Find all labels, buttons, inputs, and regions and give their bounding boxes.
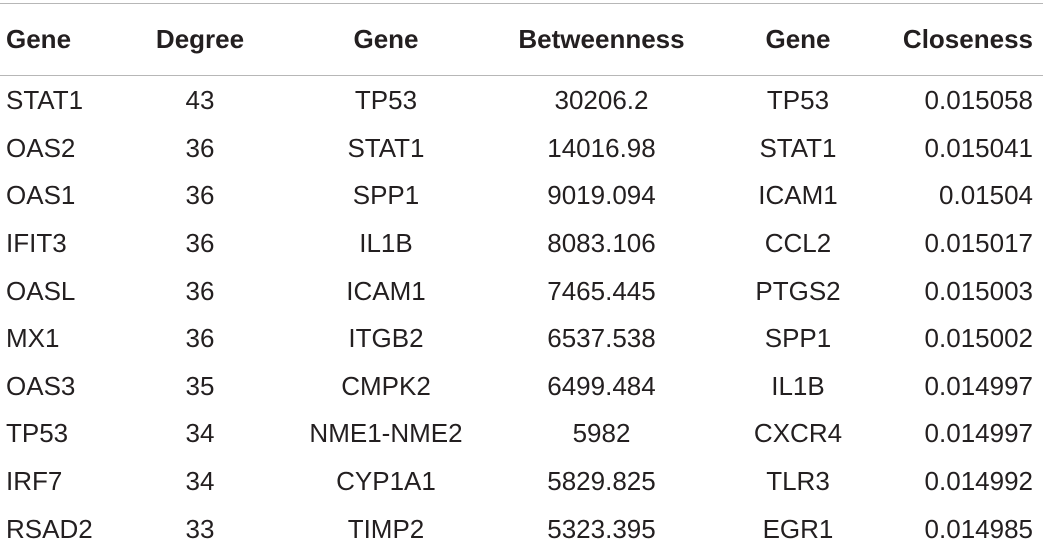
cell-betweenness: 6499.484 [547,370,656,401]
cell-gene-degree: STAT1 [6,85,84,116]
cell-degree: 34 [185,418,215,449]
cell-degree: 33 [185,513,215,544]
cell-gene-closeness: EGR1 [762,513,834,544]
cell-betweenness: 7465.445 [547,275,656,306]
cell-gene-betweenness: ITGB2 [348,323,424,354]
table-row: RSAD2 33 TIMP2 5323.395 EGR1 0.014985 [0,505,1043,553]
cell-degree: 43 [185,85,215,116]
cell-gene-degree: TP53 [6,418,69,449]
table-row: TP53 34 NME1-NME2 5982 CXCR4 0.014997 [0,410,1043,458]
cell-closeness: 0.015017 [924,228,1033,259]
cell-betweenness: 30206.2 [554,85,649,116]
cell-closeness: 0.015058 [924,85,1033,116]
cell-gene-degree: IFIT3 [6,228,67,259]
table-row: OAS1 36 SPP1 9019.094 ICAM1 0.01504 [0,172,1043,220]
cell-degree: 36 [185,323,215,354]
cell-gene-degree: OAS1 [6,180,76,211]
cell-gene-closeness: CCL2 [764,228,832,259]
cell-betweenness: 5829.825 [547,466,656,497]
cell-gene-degree: OAS2 [6,132,76,163]
table-row: IFIT3 36 IL1B 8083.106 CCL2 0.015017 [0,220,1043,268]
cell-gene-closeness: PTGS2 [755,275,841,306]
cell-closeness: 0.014997 [924,418,1033,449]
cell-gene-degree: IRF7 [6,466,63,497]
cell-closeness: 0.01504 [939,180,1033,211]
cell-degree: 36 [185,275,215,306]
table-top-rule [0,3,1043,4]
cell-gene-closeness: SPP1 [764,323,832,354]
header-gene-betweenness: Gene [353,24,419,54]
cell-betweenness: 6537.538 [547,323,656,354]
table-header: Gene Degree Gene Betweenness Gene Closen… [0,4,1043,75]
cell-closeness: 0.015003 [924,275,1033,306]
cell-gene-degree: MX1 [6,323,60,354]
cell-closeness: 0.014997 [924,370,1033,401]
cell-gene-closeness: STAT1 [759,132,837,163]
cell-closeness: 0.015002 [924,323,1033,354]
cell-gene-betweenness: TIMP2 [347,513,425,544]
cell-betweenness: 14016.98 [547,132,656,163]
cell-gene-closeness: CXCR4 [753,418,843,449]
cell-gene-degree: OASL [6,275,76,306]
cell-gene-betweenness: IL1B [359,228,413,259]
cell-gene-degree: OAS3 [6,370,76,401]
cell-gene-betweenness: NME1-NME2 [309,418,463,449]
cell-closeness: 0.014992 [924,466,1033,497]
cell-closeness: 0.014985 [924,513,1033,544]
cell-betweenness: 8083.106 [547,228,656,259]
cell-gene-betweenness: ICAM1 [346,275,426,306]
cell-betweenness: 9019.094 [547,180,656,211]
cell-gene-closeness: TLR3 [766,466,830,497]
table-row: MX1 36 ITGB2 6537.538 SPP1 0.015002 [0,315,1043,363]
cell-gene-closeness: IL1B [771,370,825,401]
cell-degree: 36 [185,228,215,259]
cell-degree: 34 [185,466,215,497]
cell-gene-betweenness: TP53 [354,85,418,116]
cell-gene-closeness: TP53 [766,85,830,116]
cell-gene-betweenness: SPP1 [352,180,420,211]
header-gene-degree: Gene [6,24,72,54]
cell-gene-betweenness: STAT1 [347,132,425,163]
table-row: OAS2 36 STAT1 14016.98 STAT1 0.015041 [0,125,1043,173]
cell-closeness: 0.015041 [924,132,1033,163]
cell-betweenness: 5323.395 [547,513,656,544]
header-betweenness: Betweenness [518,24,685,54]
table-row: OASL 36 ICAM1 7465.445 PTGS2 0.015003 [0,267,1043,315]
table-body: STAT1 43 TP53 30206.2 TP53 0.015058 OAS2… [0,75,1043,553]
table-row: OAS3 35 CMPK2 6499.484 IL1B 0.014997 [0,363,1043,411]
cell-gene-betweenness: CMPK2 [341,370,431,401]
table-row: STAT1 43 TP53 30206.2 TP53 0.015058 [0,75,1043,125]
table-row: IRF7 34 CYP1A1 5829.825 TLR3 0.014992 [0,458,1043,506]
header-gene-closeness: Gene [765,24,831,54]
cell-gene-betweenness: CYP1A1 [336,466,436,497]
header-degree: Degree [155,24,245,54]
header-row: Gene Degree Gene Betweenness Gene Closen… [0,4,1043,75]
cell-betweenness: 5982 [572,418,631,449]
cell-gene-degree: RSAD2 [6,513,93,544]
data-table: Gene Degree Gene Betweenness Gene Closen… [0,4,1043,553]
cell-degree: 35 [185,370,215,401]
cell-degree: 36 [185,180,215,211]
table-header-rule [0,75,1043,76]
cell-gene-closeness: ICAM1 [758,180,838,211]
cell-degree: 36 [185,132,215,163]
header-closeness: Closeness [902,24,1033,54]
